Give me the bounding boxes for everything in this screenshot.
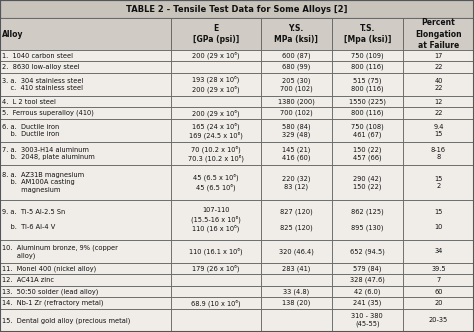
Bar [171,18,261,50]
Bar [171,61,261,73]
Bar [261,107,332,119]
Text: Y.S.
MPa (ksi)]: Y.S. MPa (ksi)] [274,24,318,44]
Bar [332,18,403,50]
Bar [261,61,332,73]
Bar [403,165,474,200]
Text: 2.  8630 low-alloy steel: 2. 8630 low-alloy steel [2,64,80,70]
Bar [0,96,474,107]
Text: 107-110
(15.5-16 x 10⁶)
110 (16 x 10⁶): 107-110 (15.5-16 x 10⁶) 110 (16 x 10⁶) [191,208,241,232]
Bar [261,96,332,107]
Text: 241 (35): 241 (35) [353,300,382,306]
Text: 10.  Aluminum bronze, 9% (copper
       alloy): 10. Aluminum bronze, 9% (copper alloy) [2,244,118,259]
Text: Percent
Elongation
at Failure: Percent Elongation at Failure [415,19,462,49]
Text: E
[GPa (psi)]: E [GPa (psi)] [192,24,239,44]
Bar [171,240,261,263]
Bar [171,107,261,119]
Bar [0,50,171,61]
Bar [403,200,474,240]
Bar [0,142,474,165]
Bar [261,263,332,275]
Text: 14.  Nb-1 Zr (refractory metal): 14. Nb-1 Zr (refractory metal) [2,300,104,306]
Text: 283 (41): 283 (41) [282,265,310,272]
Text: 193 (28 x 10⁶)
200 (29 x 10⁶): 193 (28 x 10⁶) 200 (29 x 10⁶) [192,76,239,93]
Bar [332,96,403,107]
Bar [261,240,332,263]
Bar [332,275,403,286]
Bar [332,50,403,61]
Text: 165 (24 x 10⁶)
169 (24.5 x 10⁶): 165 (24 x 10⁶) 169 (24.5 x 10⁶) [189,122,243,139]
Text: 800 (116): 800 (116) [351,110,383,117]
Bar [171,297,261,309]
Bar [261,18,332,50]
Text: 6. a.  Ductile iron
    b.  Ductile iron: 6. a. Ductile iron b. Ductile iron [2,124,60,137]
Text: 15
2: 15 2 [434,176,443,189]
Bar [0,275,474,286]
Bar [0,165,474,200]
Bar [261,142,332,165]
Text: TABLE 2 - Tensile Test Data for Some Alloys [2]: TABLE 2 - Tensile Test Data for Some All… [126,5,348,14]
Bar [0,61,171,73]
Bar [403,275,474,286]
Text: 12: 12 [434,99,443,105]
Bar [332,142,403,165]
Text: 3. a.  304 stainless steel
    c.  410 stainless steel: 3. a. 304 stainless steel c. 410 stainle… [2,78,84,91]
Text: 750 (108)
461 (67): 750 (108) 461 (67) [351,123,384,138]
Bar [332,165,403,200]
Text: 179 (26 x 10⁶): 179 (26 x 10⁶) [192,265,239,272]
Text: 150 (22)
457 (66): 150 (22) 457 (66) [353,146,382,161]
Bar [171,73,261,96]
Text: 200 (29 x 10⁶): 200 (29 x 10⁶) [192,52,239,59]
Bar [171,309,261,332]
Bar [332,240,403,263]
Text: 138 (20): 138 (20) [282,300,310,306]
Text: 60: 60 [434,289,443,295]
Text: 20: 20 [434,300,443,306]
Bar [0,165,171,200]
Text: 652 (94.5): 652 (94.5) [350,248,385,255]
Text: 9. a.  Ti-5 Al-2.5 Sn

    b.  Ti-6 Al-4 V: 9. a. Ti-5 Al-2.5 Sn b. Ti-6 Al-4 V [2,209,65,230]
Bar [261,73,332,96]
Bar [332,107,403,119]
Text: 5.  Ferrous superalloy (410): 5. Ferrous superalloy (410) [2,110,94,117]
Bar [261,165,332,200]
Text: 13.  50:50 solder (lead alloy): 13. 50:50 solder (lead alloy) [2,289,99,295]
Text: 310 - 380
(45-55): 310 - 380 (45-55) [352,313,383,327]
Bar [0,286,474,297]
Text: 1550 (225): 1550 (225) [349,98,386,105]
Bar [403,18,474,50]
Bar [0,61,474,73]
Bar [0,200,171,240]
Text: 9.4
15: 9.4 15 [433,124,444,137]
Text: 700 (102): 700 (102) [280,110,313,117]
Bar [171,50,261,61]
Bar [403,119,474,142]
Text: 515 (75)
800 (116): 515 (75) 800 (116) [351,77,383,92]
Text: 45 (6.5 x 10⁶)
45 (6.5 10⁶): 45 (6.5 x 10⁶) 45 (6.5 10⁶) [193,174,238,191]
Text: 8-16
8: 8-16 8 [431,147,446,160]
Text: 200 (29 x 10⁶): 200 (29 x 10⁶) [192,110,239,117]
Bar [0,119,474,142]
Text: 145 (21)
416 (60): 145 (21) 416 (60) [282,146,310,161]
Text: Alloy: Alloy [2,30,24,39]
Bar [0,73,171,96]
Text: 15.  Dental gold alloy (precious metal): 15. Dental gold alloy (precious metal) [2,317,131,324]
Text: 680 (99): 680 (99) [282,64,310,70]
Bar [403,107,474,119]
Bar [403,263,474,275]
Bar [171,286,261,297]
Bar [171,200,261,240]
Text: 12.  AC41A zinc: 12. AC41A zinc [2,277,55,283]
Bar [0,200,474,240]
Text: 800 (116): 800 (116) [351,64,383,70]
Bar [0,142,171,165]
Bar [261,297,332,309]
Bar [261,309,332,332]
Bar [332,263,403,275]
Bar [0,263,171,275]
Text: 1380 (200): 1380 (200) [278,98,315,105]
Text: 7: 7 [437,277,440,283]
Bar [0,275,171,286]
Bar [261,50,332,61]
Text: 33 (4.8): 33 (4.8) [283,289,310,295]
Bar [0,119,171,142]
